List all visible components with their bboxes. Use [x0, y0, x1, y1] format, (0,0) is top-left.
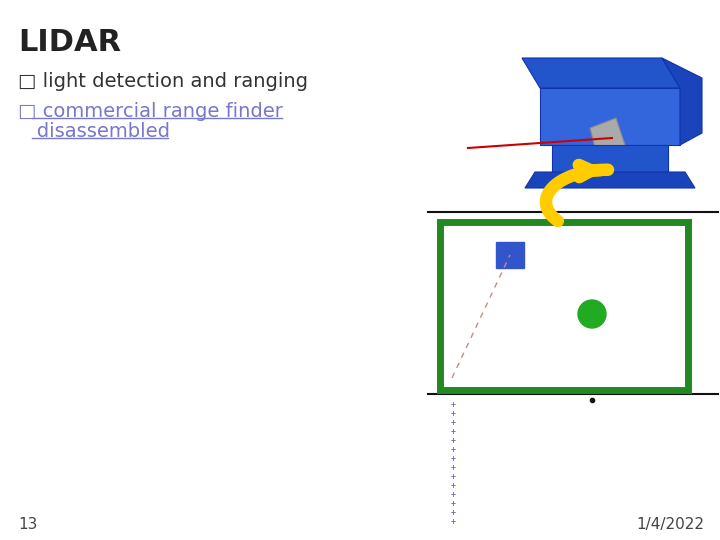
- Text: +: +: [451, 499, 456, 508]
- Polygon shape: [522, 58, 680, 88]
- Text: +: +: [451, 463, 456, 472]
- Text: LIDAR: LIDAR: [18, 28, 121, 57]
- Text: 1/4/2022: 1/4/2022: [636, 517, 704, 532]
- Text: □ commercial range finder: □ commercial range finder: [18, 102, 283, 121]
- Polygon shape: [662, 58, 702, 145]
- Bar: [496, 242, 524, 268]
- Text: +: +: [451, 481, 456, 490]
- Text: +: +: [451, 418, 456, 427]
- Text: +: +: [451, 472, 456, 481]
- Bar: [440, 222, 688, 390]
- Polygon shape: [590, 118, 626, 160]
- Polygon shape: [552, 145, 668, 172]
- Text: +: +: [451, 490, 456, 499]
- Text: +: +: [451, 427, 456, 436]
- Text: +: +: [451, 409, 456, 418]
- Text: +: +: [451, 445, 456, 454]
- Text: 13: 13: [18, 517, 37, 532]
- Text: □ light detection and ranging: □ light detection and ranging: [18, 72, 308, 91]
- Text: disassembled: disassembled: [18, 122, 170, 141]
- Polygon shape: [540, 88, 680, 145]
- Polygon shape: [525, 172, 695, 188]
- Text: +: +: [451, 508, 456, 517]
- Text: +: +: [451, 517, 456, 526]
- Text: +: +: [451, 436, 456, 445]
- Text: +: +: [451, 454, 456, 463]
- Circle shape: [578, 300, 606, 328]
- Text: +: +: [451, 400, 456, 409]
